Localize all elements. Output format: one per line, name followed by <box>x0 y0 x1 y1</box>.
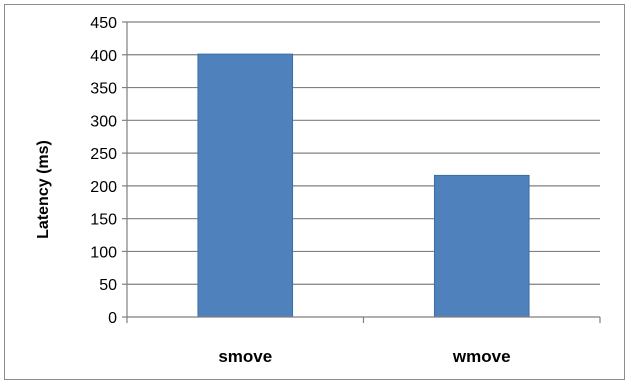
y-axis-label: Latency (ms) <box>35 140 52 239</box>
y-tick-label: 350 <box>90 81 117 98</box>
axes <box>122 21 601 323</box>
y-tick-label: 400 <box>90 48 117 65</box>
bar-wmove <box>433 174 530 318</box>
y-tick-label: 50 <box>99 277 117 294</box>
y-tick-label: 450 <box>90 15 117 32</box>
y-tick-label: 250 <box>90 146 117 163</box>
y-tick-label: 100 <box>90 244 117 261</box>
y-tick-label: 150 <box>90 212 117 229</box>
x-tick-labels: smove wmove <box>218 347 510 366</box>
y-tick-labels: 0 50 100 150 200 250 300 350 400 450 <box>90 15 117 327</box>
x-tick-label: wmove <box>452 347 511 366</box>
x-tick-label: smove <box>218 347 272 366</box>
y-tick-label: 200 <box>90 179 117 196</box>
y-tick-label: 300 <box>90 113 117 130</box>
bar-smove <box>197 53 294 318</box>
y-tick-label: 0 <box>108 310 117 327</box>
